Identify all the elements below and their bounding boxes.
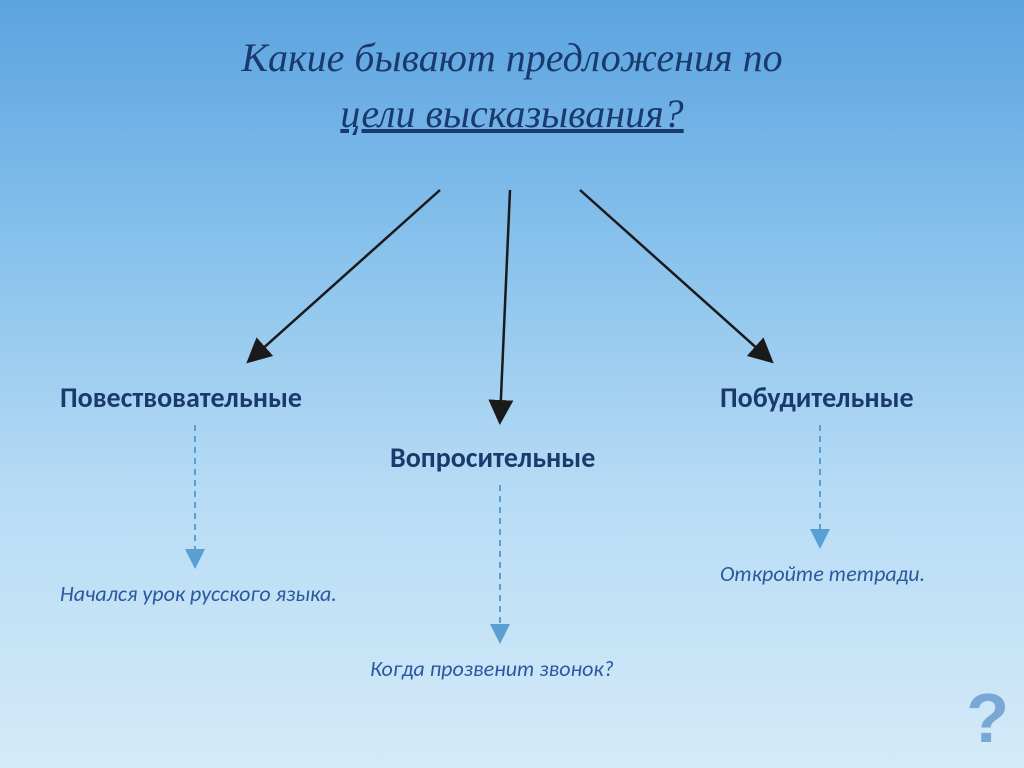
example-right: Откройте тетради. xyxy=(720,560,925,587)
solid-arrows-group xyxy=(250,190,770,420)
example-middle: Когда прозвенит звонок? xyxy=(370,655,614,682)
category-left: Повествовательные xyxy=(60,380,302,415)
question-mark-icon: ? xyxy=(966,678,1009,758)
example-left: Начался урок русского языка. xyxy=(60,580,337,607)
category-middle: Вопросительные xyxy=(390,440,595,475)
slide-title: Какие бывают предложения по цели высказы… xyxy=(0,0,1024,142)
title-line-2: цели высказывания? xyxy=(340,91,683,136)
title-line-1: Какие бывают предложения по xyxy=(241,35,782,80)
category-right: Побудительные xyxy=(720,380,914,415)
